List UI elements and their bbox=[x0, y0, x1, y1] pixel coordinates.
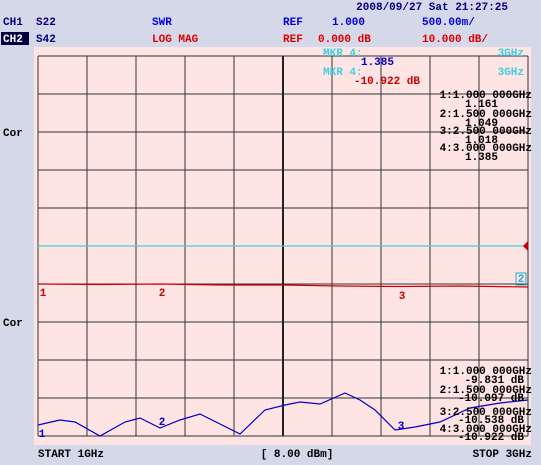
marker-value: -10.097 dB bbox=[458, 393, 524, 405]
ch2-marker: 3 bbox=[399, 291, 406, 303]
ch2-trace bbox=[37, 283, 529, 288]
ch2-format: LOG MAG bbox=[152, 34, 199, 46]
ch1-ref-value: 1.000 bbox=[332, 17, 365, 29]
marker-freq: 3:2.500 000GHz bbox=[440, 126, 532, 138]
start-freq: START 1GHz bbox=[38, 449, 104, 461]
ch1-marker: 2 bbox=[159, 417, 166, 429]
grid bbox=[37, 55, 529, 437]
ch1-marker: 1 bbox=[39, 429, 46, 441]
ch2-param: S42 bbox=[36, 34, 56, 46]
power: [ 8.00 dBm] bbox=[261, 449, 334, 461]
mkr-value: -10.922 dB bbox=[354, 76, 420, 88]
stop-freq: STOP 3GHz bbox=[473, 449, 532, 461]
ch1-trace bbox=[37, 392, 529, 437]
mkr-label: MKR 4: bbox=[323, 67, 363, 79]
mkr-label: MKR 4: bbox=[323, 48, 363, 60]
marker-freq: 3:2.500 000GHz bbox=[440, 407, 532, 419]
ch2-marker: 1 bbox=[40, 288, 47, 300]
marker-freq: 2:1.500 000GHz bbox=[440, 109, 532, 121]
ch2-badge bbox=[1, 32, 29, 45]
mkr-freq: 3GHz bbox=[498, 48, 524, 60]
ch1-param: S22 bbox=[36, 17, 56, 29]
marker-freq: 2:1.500 000GHz bbox=[440, 385, 532, 397]
marker-freq: 1:1.000 000GHz bbox=[440, 90, 532, 102]
marker-freq: 4:3.000 000GHz bbox=[440, 424, 532, 436]
ch1-format: SWR bbox=[152, 17, 172, 29]
ch2-id: CH2 bbox=[3, 34, 23, 46]
side-label: Cor bbox=[3, 128, 23, 140]
marker-freq: 1:1.000 000GHz bbox=[440, 366, 532, 378]
ref-box-label: 2 bbox=[518, 274, 525, 286]
ch1-marker: 3 bbox=[398, 421, 405, 433]
side-label: Cor bbox=[3, 318, 23, 330]
mkr-freq: 3GHz bbox=[498, 67, 524, 79]
marker-value: -10.922 dB bbox=[458, 432, 524, 444]
ref-box bbox=[515, 272, 527, 286]
marker-value: 1.161 bbox=[465, 99, 498, 111]
ch2-scale: 10.000 dB/ bbox=[422, 34, 488, 46]
ch2-marker: 2 bbox=[159, 288, 166, 300]
marker-value: 1.049 bbox=[465, 118, 498, 130]
ch1-id: CH1 bbox=[3, 17, 23, 29]
ch1-ref-label: REF bbox=[283, 17, 303, 29]
ch1-scale: 500.00m/ bbox=[422, 17, 475, 29]
marker-freq: 4:3.000 000GHz bbox=[440, 143, 532, 155]
ref-arrow bbox=[523, 241, 528, 251]
marker-value: 1.385 bbox=[465, 152, 498, 164]
ch2-ref-label: REF bbox=[283, 34, 303, 46]
mkr-value: 1.385 bbox=[361, 57, 394, 69]
marker-value: 1.018 bbox=[465, 135, 498, 147]
ch2-ref-value: 0.000 dB bbox=[318, 34, 371, 46]
datetime: 2008/09/27 Sat 21:27:25 bbox=[356, 2, 508, 14]
marker-value: -9.831 dB bbox=[465, 375, 525, 387]
marker-value: -10.538 dB bbox=[458, 415, 524, 427]
